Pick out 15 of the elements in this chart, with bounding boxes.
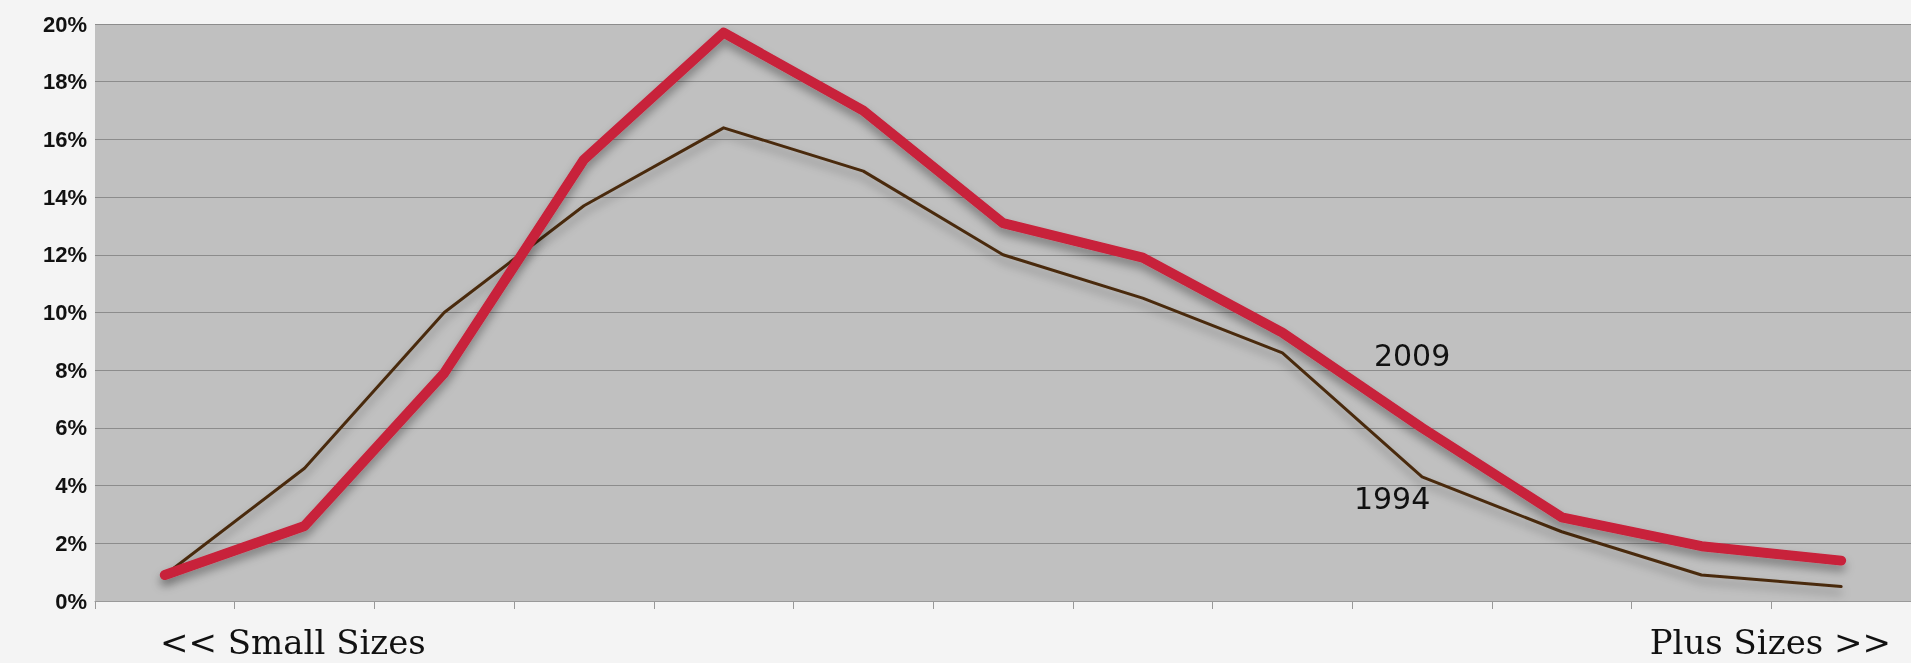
series-label: 2009 (1373, 338, 1451, 374)
y-tick-label: 14% (42, 184, 87, 210)
y-tick-label: 16% (42, 126, 87, 152)
y-tick-label: 0% (55, 588, 87, 614)
text: Plus Sizes >> (1649, 622, 1892, 662)
text: << Small Sizes (160, 622, 426, 662)
y-tick-label: 12% (42, 242, 87, 268)
y-tick-label: 2% (55, 530, 87, 556)
y-tick-label: 20% (42, 11, 87, 37)
y-tick-label: 10% (42, 300, 87, 325)
y-tick-label: 8% (55, 357, 87, 383)
y-tick-label: 4% (55, 473, 87, 499)
series-label: 1994 (1353, 481, 1431, 517)
y-tick-label: 18% (42, 69, 87, 95)
y-tick-label: 6% (55, 415, 87, 441)
